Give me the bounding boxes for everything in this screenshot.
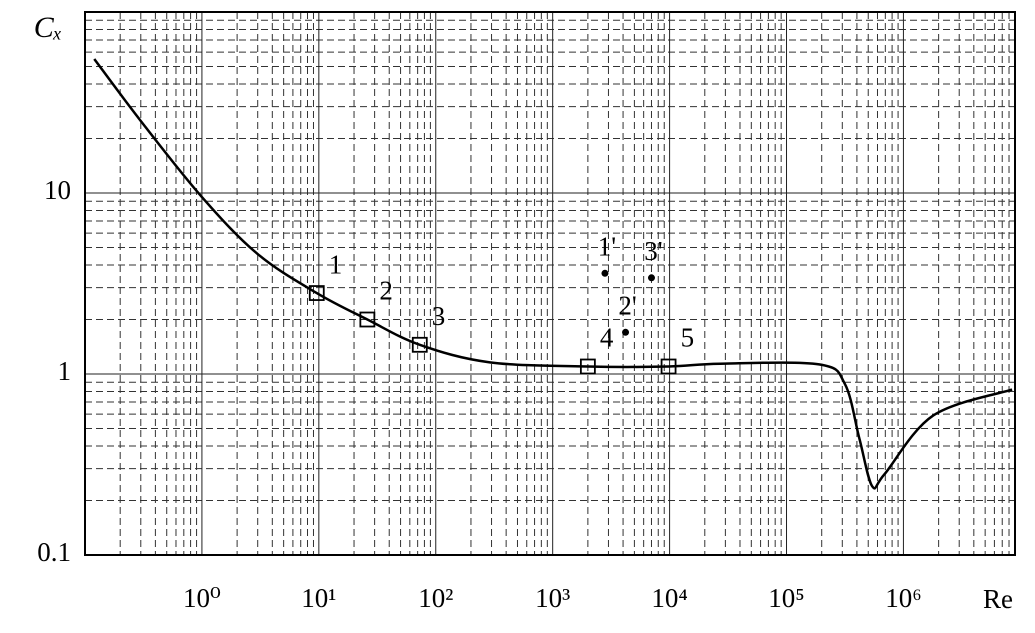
dot-label: 3' [644,236,662,266]
point-marker [359,311,376,328]
curve [93,58,1013,490]
x-tick-label: 10⁵ [768,583,804,613]
y-tick-label: 0.1 [37,537,71,567]
x-tick-label: 10⁶ [885,583,921,613]
point-label: 5 [681,323,695,353]
point-marker [660,358,677,375]
y-tick-label: 10 [44,175,71,205]
point-label: 2 [379,276,393,306]
point-dot [647,274,655,282]
point-marker [411,336,428,353]
y-axis-label: Cₓ [34,11,63,44]
x-tick-label: 10⁰ [183,583,221,613]
dot-label: 2' [618,290,636,320]
y-tick-label: 1 [58,356,72,386]
x-tick-label: 10⁴ [651,583,687,613]
plot-frame [84,11,1016,556]
x-tick-label: 10² [418,583,453,613]
point-label: 4 [600,323,614,353]
point-label: 1 [329,249,343,279]
x-axis-label: Re [983,584,1013,614]
point-label: 3 [432,301,446,331]
point-marker [579,358,596,375]
x-tick-label: 10¹ [301,583,336,613]
x-tick-label: 10³ [535,583,570,613]
point-dot [601,269,609,277]
point-dot [622,328,630,336]
point-marker [308,285,325,301]
dot-label: 1' [598,232,616,262]
